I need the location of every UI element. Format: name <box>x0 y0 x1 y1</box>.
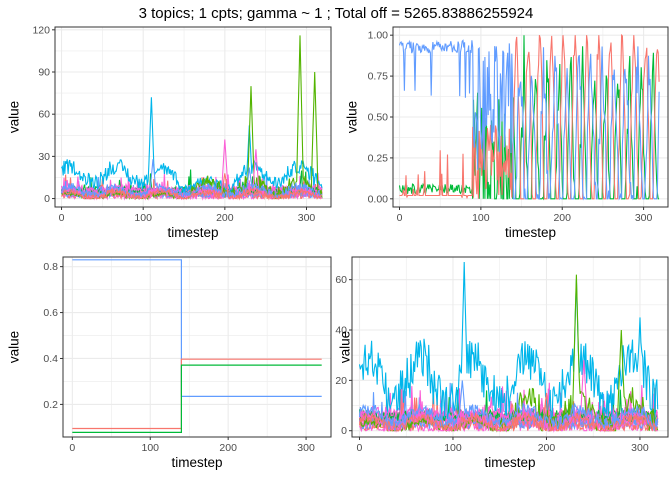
series-line <box>358 261 659 421</box>
panel-border <box>54 26 332 208</box>
x-tick-label: 0 <box>357 442 363 454</box>
x-tick-label: 300 <box>297 442 315 454</box>
y-tick-label: 60 <box>335 274 347 286</box>
x-tick-label: 100 <box>472 212 490 224</box>
y-tick-label: 20 <box>335 375 347 387</box>
y-tick-label: 0.8 <box>43 261 58 273</box>
y-axis-title: value <box>7 101 22 133</box>
y-tick-label: 30 <box>38 151 50 163</box>
x-axis-title: timestep <box>167 225 218 240</box>
x-tick-label: 300 <box>631 442 649 454</box>
panel-background <box>55 27 331 207</box>
x-tick-label: 200 <box>216 212 234 224</box>
y-axis-title: value <box>7 331 22 363</box>
series-group <box>72 259 322 433</box>
y-tick-label: 0 <box>341 425 347 437</box>
x-tick-label: 200 <box>219 442 237 454</box>
panel-bottom-left: 0 100 200 300 0.2 0.4 0.6 0.8 timestep value <box>7 256 332 470</box>
x-tick-label: 300 <box>635 212 653 224</box>
y-tick-label: 0.75 <box>368 71 389 83</box>
x-axis-title: timestep <box>484 455 535 470</box>
series-group <box>398 33 660 201</box>
panel-top-left: 0 100 200 300 0 30 60 90 120 timestep value <box>7 24 332 240</box>
panel-border <box>62 256 332 438</box>
y-axis-title: value <box>345 101 360 133</box>
y-tick-label: 0.6 <box>43 307 58 319</box>
x-tick-label: 0 <box>59 212 65 224</box>
series-group <box>60 35 323 201</box>
series-group <box>358 261 659 433</box>
x-tick-label: 300 <box>298 212 316 224</box>
x-axis-title: timestep <box>171 455 222 470</box>
series-line-blue <box>398 39 660 201</box>
x-tick-label: 200 <box>538 442 556 454</box>
y-tick-label: 0.4 <box>43 353 58 365</box>
panel-background <box>63 257 331 437</box>
y-tick-label: 0.00 <box>368 193 389 205</box>
series-line-green <box>72 364 322 433</box>
y-tick-label: 60 <box>38 109 50 121</box>
x-tick-label: 100 <box>444 442 462 454</box>
x-tick-label: 0 <box>69 442 75 454</box>
panel-bottom-right: 0 100 200 300 0 20 40 60 timestep value <box>335 256 669 470</box>
y-tick-label: 0.25 <box>368 152 389 164</box>
x-tick-label: 100 <box>134 212 152 224</box>
panel-top-right: 0 100 200 300 0.00 0.25 0.50 0.75 1.00 timestep va… <box>345 26 669 240</box>
y-tick-label: 40 <box>335 325 347 337</box>
y-tick-label: 0.2 <box>43 399 58 411</box>
y-tick-label: 0.50 <box>368 112 389 124</box>
y-tick-label: 120 <box>32 24 50 36</box>
series-line <box>61 173 323 201</box>
y-tick-label: 0 <box>44 193 50 205</box>
panel-border <box>351 256 669 438</box>
chart-title: 3 topics; 1 cpts; gamma ~ 1 ; Total off … <box>139 5 534 22</box>
series-line-blue <box>72 259 322 397</box>
series-line <box>358 392 658 433</box>
y-tick-label: 1.00 <box>368 30 389 42</box>
x-tick-label: 100 <box>141 442 159 454</box>
series-line-red <box>399 33 660 200</box>
y-axis-title: value <box>338 331 353 363</box>
x-tick-label: 0 <box>397 212 403 224</box>
x-axis-title: timestep <box>505 225 556 240</box>
y-tick-label: 90 <box>38 67 50 79</box>
x-tick-label: 200 <box>553 212 571 224</box>
